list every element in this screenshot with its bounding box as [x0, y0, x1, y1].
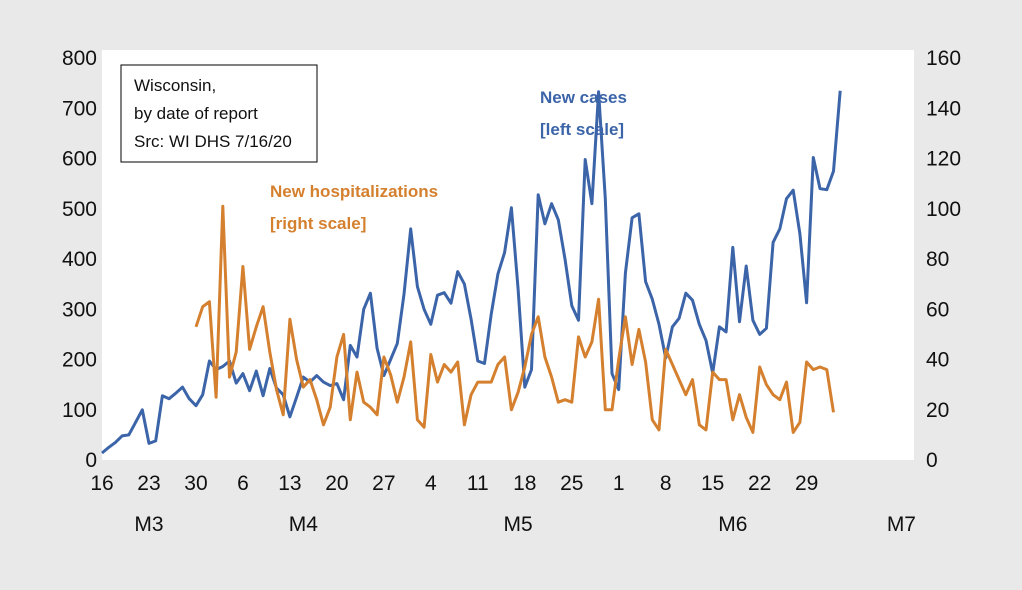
cases-annotation-line-2: [left scale] [540, 120, 624, 139]
month-label: M7 [887, 513, 916, 536]
cases-annotation-line-1: New cases [540, 88, 627, 107]
x-tick-label: 13 [278, 472, 301, 495]
right-tick-label: 100 [926, 198, 961, 221]
right-axis: 0 20 40 60 80 100 120 140 160 [926, 47, 961, 472]
x-tick-label: 18 [513, 472, 536, 495]
x-tick-label: 1 [613, 472, 625, 495]
info-box-line-1: Wisconsin, [134, 76, 216, 95]
right-tick-label: 160 [926, 47, 961, 70]
series-lines [101, 90, 842, 455]
left-tick-label: 800 [62, 47, 97, 70]
x-axis: 16 23 30 6 13 20 27 4 11 18 25 1 8 15 22 29 [90, 472, 818, 495]
x-tick-label: 4 [425, 472, 437, 495]
month-label: M6 [718, 513, 747, 536]
right-tick-label: 40 [926, 349, 949, 372]
right-tick-label: 0 [926, 449, 938, 472]
left-tick-label: 200 [62, 349, 97, 372]
hosp-annotation: New hospitalizations [right scale] [270, 182, 438, 233]
info-box-line-3: Src: WI DHS 7/16/20 [134, 132, 292, 151]
hosp-annotation-line-2: [right scale] [270, 214, 366, 233]
left-tick-label: 300 [62, 298, 97, 321]
left-tick-label: 0 [85, 449, 97, 472]
x-tick-label: 6 [237, 472, 249, 495]
x-tick-label: 30 [184, 472, 207, 495]
right-tick-label: 60 [926, 298, 949, 321]
right-tick-label: 140 [926, 97, 961, 120]
left-tick-label: 700 [62, 97, 97, 120]
cases-annotation: New cases [left scale] [540, 88, 627, 139]
x-tick-label: 11 [467, 472, 489, 495]
month-label: M4 [289, 513, 318, 536]
x-tick-label: 20 [325, 472, 348, 495]
right-tick-label: 120 [926, 148, 961, 171]
left-axis: 0 100 200 300 400 500 600 700 800 [62, 47, 97, 472]
month-label: M5 [503, 513, 532, 536]
x-tick-label: 16 [90, 472, 113, 495]
x-tick-label: 8 [660, 472, 672, 495]
right-tick-label: 20 [926, 399, 949, 422]
info-box: Wisconsin, by date of report Src: WI DHS… [120, 64, 318, 163]
left-tick-label: 400 [62, 248, 97, 271]
x-tick-label: 23 [137, 472, 160, 495]
month-labels: M3 M4 M5 M6 M7 [134, 513, 916, 536]
x-tick-label: 22 [748, 472, 771, 495]
x-tick-label: 25 [560, 472, 583, 495]
left-tick-label: 600 [62, 148, 97, 171]
info-box-frame [120, 64, 318, 163]
left-tick-label: 100 [62, 399, 97, 422]
month-label: M3 [134, 513, 163, 536]
series-line-cases [101, 90, 842, 455]
x-tick-label: 15 [701, 472, 724, 495]
right-tick-label: 80 [926, 248, 949, 271]
hosp-annotation-line-1: New hospitalizations [270, 182, 438, 201]
left-tick-label: 500 [62, 198, 97, 221]
info-box-line-2: by date of report [134, 104, 258, 123]
series-line-hospitalizations [194, 204, 835, 434]
x-tick-label: 29 [795, 472, 818, 495]
x-tick-label: 27 [372, 472, 395, 495]
